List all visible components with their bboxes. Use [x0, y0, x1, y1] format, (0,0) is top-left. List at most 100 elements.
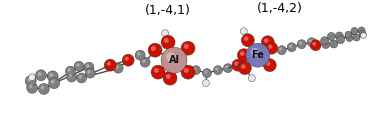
Circle shape	[239, 62, 251, 75]
Circle shape	[215, 67, 218, 71]
Circle shape	[266, 42, 278, 54]
Circle shape	[204, 70, 208, 74]
Circle shape	[166, 52, 175, 61]
Circle shape	[125, 57, 129, 61]
Text: Fe: Fe	[251, 50, 264, 60]
Circle shape	[232, 59, 244, 71]
Circle shape	[76, 63, 79, 67]
Circle shape	[107, 62, 111, 66]
Circle shape	[359, 30, 366, 37]
Circle shape	[87, 70, 91, 74]
Circle shape	[335, 32, 343, 40]
Circle shape	[289, 44, 292, 48]
Circle shape	[277, 46, 286, 55]
Circle shape	[203, 80, 209, 87]
Circle shape	[104, 59, 116, 71]
Circle shape	[241, 64, 245, 69]
Circle shape	[184, 44, 189, 49]
Circle shape	[237, 49, 250, 62]
Circle shape	[203, 69, 211, 78]
Circle shape	[151, 46, 156, 51]
Circle shape	[214, 66, 222, 75]
Circle shape	[29, 85, 33, 88]
Circle shape	[309, 40, 312, 43]
Circle shape	[28, 78, 31, 82]
Circle shape	[181, 41, 195, 55]
Circle shape	[49, 78, 60, 89]
Circle shape	[40, 86, 45, 89]
Circle shape	[86, 64, 90, 68]
Circle shape	[266, 61, 270, 66]
Circle shape	[234, 62, 239, 66]
Circle shape	[148, 43, 162, 57]
Circle shape	[36, 70, 46, 81]
Circle shape	[161, 35, 175, 49]
Circle shape	[27, 82, 38, 93]
Circle shape	[47, 71, 58, 82]
Circle shape	[67, 72, 77, 82]
Circle shape	[358, 27, 365, 34]
Circle shape	[50, 73, 53, 77]
Circle shape	[67, 68, 71, 72]
Circle shape	[361, 33, 367, 39]
Circle shape	[241, 34, 254, 47]
Circle shape	[74, 61, 84, 71]
Circle shape	[261, 36, 274, 49]
Text: (1,-4,2): (1,-4,2)	[257, 2, 303, 15]
Circle shape	[113, 63, 123, 73]
Circle shape	[115, 65, 119, 69]
Circle shape	[39, 83, 50, 94]
Circle shape	[310, 40, 321, 51]
Circle shape	[151, 65, 165, 79]
Circle shape	[345, 31, 352, 38]
Circle shape	[287, 43, 296, 52]
Circle shape	[65, 66, 75, 76]
Circle shape	[322, 41, 330, 48]
Circle shape	[263, 59, 276, 72]
Circle shape	[327, 32, 335, 40]
Circle shape	[79, 75, 82, 78]
Circle shape	[351, 27, 358, 34]
Circle shape	[223, 64, 232, 73]
Circle shape	[163, 71, 177, 85]
Circle shape	[38, 72, 42, 76]
Circle shape	[166, 74, 171, 79]
Circle shape	[336, 36, 345, 44]
Circle shape	[142, 59, 146, 63]
Circle shape	[161, 47, 187, 73]
Circle shape	[140, 57, 150, 67]
Circle shape	[77, 73, 87, 83]
Circle shape	[69, 74, 72, 78]
Circle shape	[264, 38, 268, 43]
Circle shape	[122, 54, 134, 66]
Circle shape	[51, 80, 55, 84]
Circle shape	[307, 38, 316, 47]
Circle shape	[225, 65, 228, 69]
Circle shape	[240, 51, 245, 56]
Circle shape	[181, 65, 195, 79]
Circle shape	[297, 40, 306, 49]
Circle shape	[268, 45, 273, 49]
Circle shape	[154, 68, 159, 73]
Circle shape	[161, 30, 169, 37]
Circle shape	[346, 35, 353, 42]
Circle shape	[164, 38, 169, 43]
Circle shape	[330, 40, 338, 48]
Circle shape	[137, 52, 141, 56]
Circle shape	[248, 75, 255, 82]
Text: (1,-4,1): (1,-4,1)	[145, 4, 191, 17]
Circle shape	[279, 48, 282, 51]
Circle shape	[192, 66, 200, 75]
Circle shape	[184, 68, 189, 73]
Circle shape	[85, 68, 95, 78]
Circle shape	[353, 34, 360, 41]
Text: 1l: 1l	[169, 55, 179, 65]
Circle shape	[246, 43, 270, 67]
Circle shape	[25, 76, 36, 86]
Circle shape	[240, 28, 247, 35]
Text: Al: Al	[169, 55, 180, 65]
Circle shape	[162, 48, 186, 72]
Circle shape	[135, 50, 145, 60]
Circle shape	[84, 62, 94, 72]
Circle shape	[251, 48, 259, 56]
